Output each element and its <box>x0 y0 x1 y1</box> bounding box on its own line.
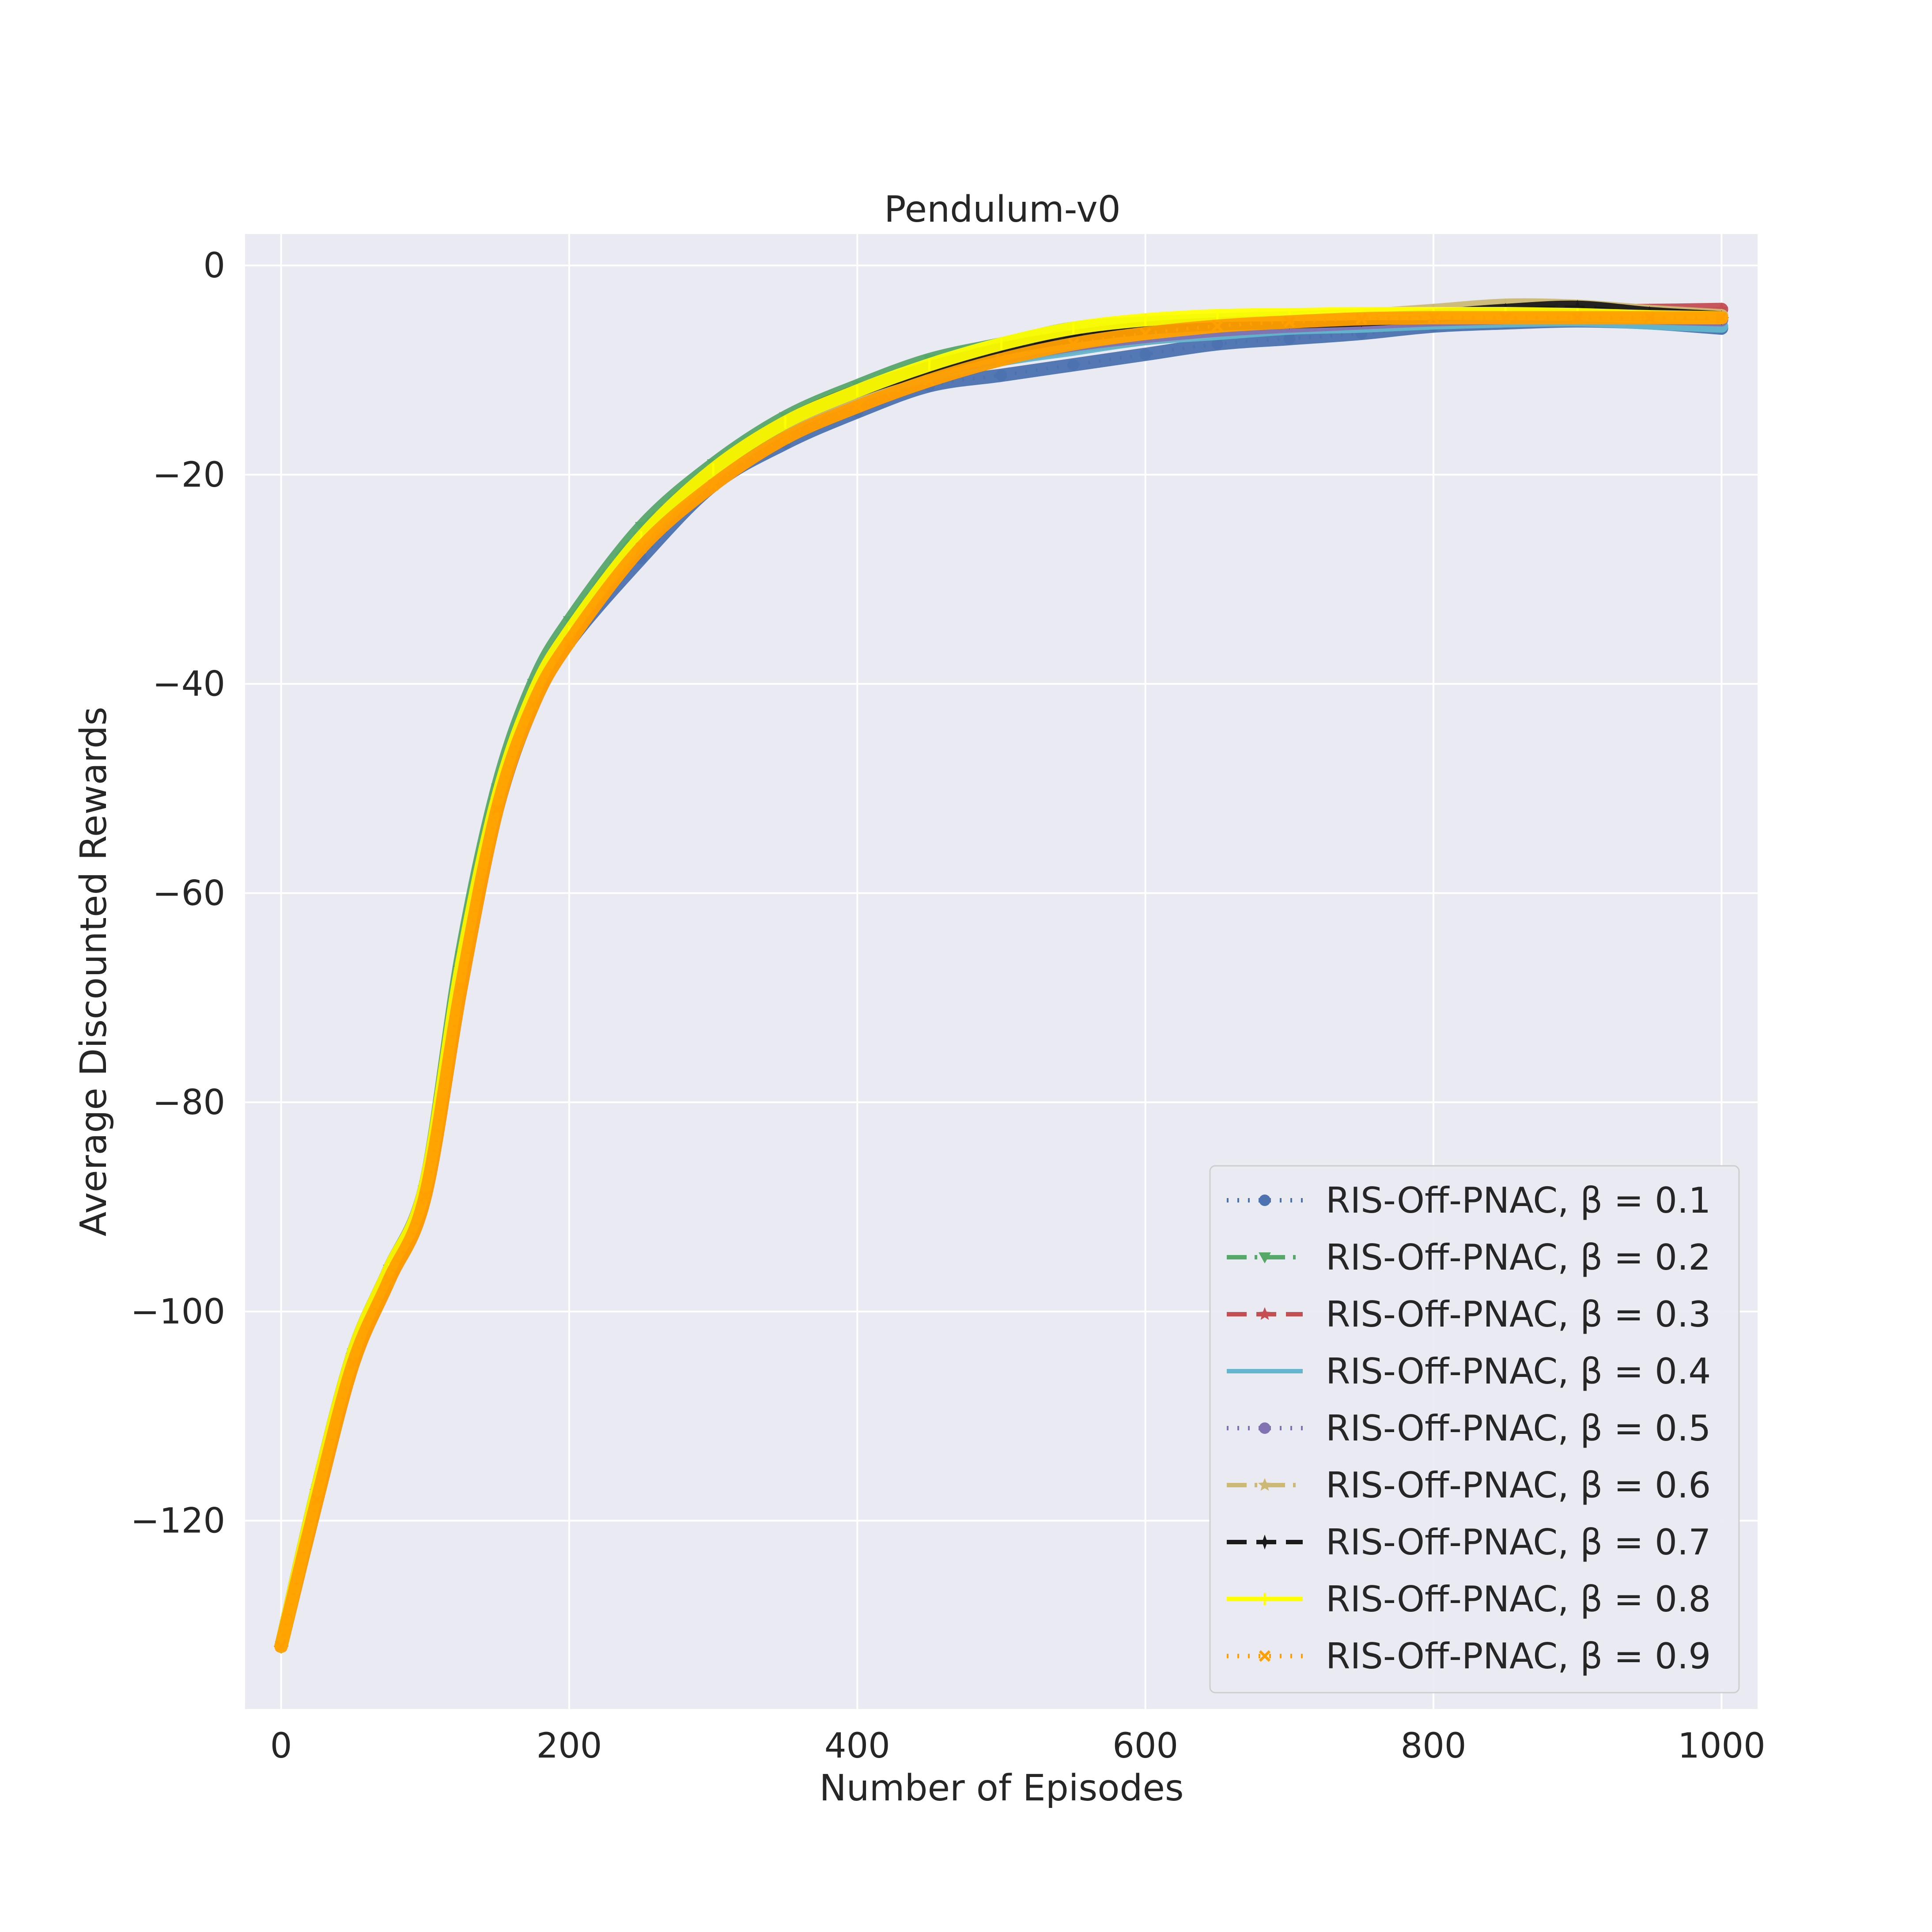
legend-marker <box>1257 1535 1272 1550</box>
y-tick-labels: 0 −20 −40 −60 −80 −100 −120 <box>131 246 225 1541</box>
legend-label: RIS-Off-PNAC, β = 0.5 <box>1326 1408 1711 1449</box>
legend-item: RIS-Off-PNAC, β = 0.3 <box>1227 1294 1711 1335</box>
series-point-1 <box>1067 359 1079 371</box>
legend-label: RIS-Off-PNAC, β = 0.7 <box>1326 1522 1711 1563</box>
series-point-9 <box>1572 312 1584 324</box>
series-point-9 <box>455 981 467 993</box>
series-point-7 <box>1570 299 1585 315</box>
x-tick-labels: 0 200 400 600 800 1000 <box>270 1726 1766 1766</box>
legend-item: RIS-Off-PNAC, β = 0.5 <box>1227 1408 1711 1449</box>
legend-label: RIS-Off-PNAC, β = 0.9 <box>1326 1636 1711 1677</box>
series-point-9 <box>311 1494 323 1506</box>
series-point-9 <box>275 1640 287 1652</box>
legend-marker <box>1259 1195 1270 1206</box>
legend: RIS-Off-PNAC, β = 0.1 RIS-Off-PNAC, β = 0… <box>1209 1165 1740 1694</box>
legend-item: RIS-Off-PNAC, β = 0.9 <box>1227 1636 1711 1677</box>
legend-marker <box>1258 1478 1272 1491</box>
series-point-1 <box>1211 338 1223 350</box>
series-point-9 <box>779 432 791 444</box>
legend-item: RIS-Off-PNAC, β = 0.1 <box>1227 1180 1711 1221</box>
series-point-9 <box>1211 320 1223 332</box>
y-tick-label: −60 <box>152 873 225 913</box>
legend-item: RIS-Off-PNAC, β = 0.4 <box>1227 1351 1711 1392</box>
series-point-9 <box>527 699 539 711</box>
series-point-9 <box>419 1191 431 1202</box>
legend-item: RIS-Off-PNAC, β = 0.2 <box>1227 1237 1711 1278</box>
series-point-9 <box>383 1274 395 1286</box>
series-point-9 <box>347 1358 359 1370</box>
series-point-1 <box>995 369 1007 381</box>
legend-label: RIS-Off-PNAC, β = 0.2 <box>1326 1237 1711 1278</box>
chart-title: Pendulum-v0 <box>884 189 1121 231</box>
y-tick-label: −100 <box>131 1292 225 1332</box>
series-point-9 <box>491 803 503 815</box>
legend-label: RIS-Off-PNAC, β = 0.1 <box>1326 1180 1711 1221</box>
x-tick-label: 600 <box>1112 1726 1178 1766</box>
y-tick-label: −120 <box>131 1501 225 1541</box>
series-point-9 <box>563 636 575 648</box>
legend-label: RIS-Off-PNAC, β = 0.4 <box>1326 1351 1711 1392</box>
x-tick-label: 1000 <box>1678 1726 1766 1766</box>
series-point-9 <box>923 374 935 386</box>
series-point-1 <box>1139 348 1151 360</box>
series-point-9 <box>1500 312 1512 324</box>
x-axis-label: Number of Episodes <box>819 1767 1183 1809</box>
grid-lines <box>245 234 1758 1709</box>
y-tick-label: −20 <box>152 455 225 495</box>
y-axis-label: Average Discounted Rewards <box>73 707 115 1236</box>
legend-marker <box>1258 1307 1272 1320</box>
legend-label: RIS-Off-PNAC, β = 0.6 <box>1326 1465 1711 1506</box>
series-point-9 <box>995 354 1007 366</box>
series-point-9 <box>1139 327 1151 340</box>
x-tick-label: 400 <box>824 1726 890 1766</box>
series-point-7 <box>1066 329 1081 344</box>
x-tick-label: 800 <box>1401 1726 1467 1766</box>
legend-marker <box>1259 1650 1271 1662</box>
legend-label: RIS-Off-PNAC, β = 0.3 <box>1326 1294 1711 1335</box>
series-point-9 <box>1283 316 1296 328</box>
series-point-9 <box>1644 312 1656 324</box>
series-point-9 <box>1716 312 1728 324</box>
y-tick-label: −40 <box>152 665 225 704</box>
legend-marker <box>1259 1252 1271 1263</box>
legend-item: RIS-Off-PNAC, β = 0.7 <box>1227 1522 1711 1563</box>
legend-marker <box>1259 1422 1270 1434</box>
legend-box <box>1209 1165 1740 1694</box>
series-lines <box>273 298 1729 1654</box>
series-9 <box>274 311 1728 1653</box>
series-point-9 <box>635 542 647 554</box>
y-tick-label: −80 <box>152 1083 225 1123</box>
series-point-9 <box>1355 313 1368 325</box>
legend-item: RIS-Off-PNAC, β = 0.8 <box>1227 1579 1711 1620</box>
legend-label: RIS-Off-PNAC, β = 0.8 <box>1326 1579 1711 1620</box>
y-tick-label: 0 <box>203 246 225 286</box>
series-point-9 <box>1067 338 1079 350</box>
series-point-9 <box>707 479 719 491</box>
series-line-9 <box>274 311 1728 1653</box>
series-point-1 <box>1283 333 1295 344</box>
series-point-9 <box>851 401 863 412</box>
x-tick-label: 0 <box>270 1726 292 1766</box>
x-tick-label: 200 <box>536 1726 602 1766</box>
legend-item: RIS-Off-PNAC, β = 0.6 <box>1227 1465 1711 1506</box>
series-point-9 <box>1427 312 1440 324</box>
